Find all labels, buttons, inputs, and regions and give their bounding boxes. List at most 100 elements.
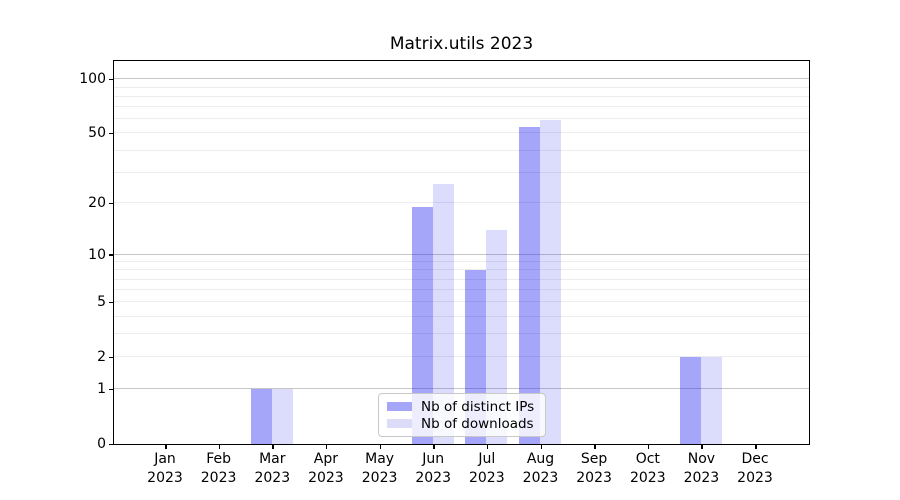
bar-downloads-aug — [540, 120, 561, 444]
legend-item-downloads: Nb of downloads — [387, 415, 537, 432]
x-label-year: 2023 — [361, 470, 398, 486]
y-tick-label-50: 50 — [88, 125, 106, 142]
x-tick-jun — [433, 445, 435, 449]
legend-label-distinct-ips: Nb of distinct IPs — [421, 398, 535, 415]
gridline-y-8 — [114, 269, 809, 271]
x-label-year: 2023 — [415, 470, 451, 486]
x-label-year: 2023 — [308, 470, 344, 486]
y-tick-1 — [109, 388, 113, 391]
gridline-y-4 — [114, 315, 809, 317]
gridline-y-100 — [114, 78, 809, 80]
x-label-month: Apr — [313, 451, 338, 467]
x-label-year: 2023 — [576, 470, 612, 486]
y-tick-label-10: 10 — [88, 246, 106, 263]
y-tick-100 — [109, 78, 113, 81]
x-tick-dec — [755, 445, 757, 449]
y-tick-0 — [109, 443, 113, 445]
x-tick-oct — [647, 445, 650, 449]
gridline-y-70 — [114, 106, 809, 108]
y-tick-2 — [109, 356, 113, 359]
x-tick-label-may: May 2023 — [348, 450, 412, 488]
x-tick-aug — [540, 445, 542, 449]
x-label-year: 2023 — [522, 470, 559, 486]
x-label-month: Dec — [741, 451, 769, 467]
gridline-y-5 — [114, 301, 809, 303]
x-tick-apr — [325, 445, 328, 449]
bar-distinct-ips-aug — [519, 127, 540, 444]
bar-distinct-ips-mar — [250, 389, 272, 444]
gridline-y-10 — [114, 253, 809, 255]
x-tick-may — [379, 445, 382, 449]
x-tick-label-feb: Feb 2023 — [187, 450, 251, 488]
bar-distinct-ips-jun — [411, 207, 433, 444]
x-label-month: May — [365, 451, 395, 467]
gridline-y-3 — [114, 333, 809, 335]
bar-downloads-jun — [432, 183, 454, 444]
gridline-y-90 — [114, 86, 809, 88]
plot-area — [113, 60, 810, 445]
x-label-year: 2023 — [629, 470, 666, 486]
x-label-month: Jan — [154, 451, 176, 467]
x-tick-label-aug: Aug 2023 — [509, 450, 573, 488]
x-label-month: Jun — [422, 451, 445, 467]
bar-downloads-mar — [271, 389, 293, 444]
x-tick-feb — [218, 445, 221, 449]
x-tick-label-dec: Dec 2023 — [723, 450, 787, 488]
gridline-y-1 — [114, 388, 809, 390]
legend-label-downloads: Nb of downloads — [421, 415, 534, 432]
y-tick-label-5: 5 — [97, 294, 106, 311]
y-tick-label-0: 0 — [97, 436, 106, 452]
x-tick-jan — [165, 445, 167, 449]
x-tick-label-mar: Mar 2023 — [240, 450, 304, 488]
x-label-month: Nov — [687, 451, 716, 467]
x-label-year: 2023 — [737, 470, 773, 486]
x-label-month: Mar — [259, 451, 286, 467]
x-tick-jul — [486, 445, 489, 449]
y-tick-50 — [109, 132, 113, 135]
x-tick-label-jun: Jun 2023 — [401, 450, 465, 488]
x-label-month: Feb — [206, 451, 231, 467]
x-label-year: 2023 — [200, 470, 237, 486]
bar-distinct-ips-nov — [679, 357, 701, 444]
x-label-month: Aug — [526, 451, 555, 467]
x-tick-label-jan: Jan 2023 — [133, 450, 197, 488]
x-label-year: 2023 — [468, 470, 505, 486]
y-tick-5 — [109, 301, 113, 304]
gridline-y-6 — [114, 289, 809, 291]
x-tick-label-sep: Sep 2023 — [562, 450, 626, 488]
y-tick-label-20: 20 — [88, 195, 106, 212]
bar-downloads-jul — [486, 230, 508, 444]
y-tick-10 — [109, 254, 113, 256]
y-tick-label-1: 1 — [97, 381, 106, 398]
x-tick-label-jul: Jul 2023 — [455, 450, 519, 488]
y-tick-label-2: 2 — [97, 349, 106, 366]
x-tick-nov — [701, 445, 703, 449]
x-label-month: Oct — [635, 451, 660, 467]
y-tick-label-100: 100 — [79, 71, 106, 88]
x-tick-mar — [272, 445, 274, 449]
x-label-month: Sep — [580, 451, 608, 467]
x-tick-label-apr: Apr 2023 — [294, 450, 358, 488]
x-label-month: Jul — [478, 451, 496, 467]
gridline-y-20 — [114, 202, 809, 204]
legend: Nb of distinct IPs Nb of downloads — [378, 393, 546, 437]
chart-title: Matrix.utils 2023 — [389, 34, 534, 54]
x-tick-label-oct: Oct 2023 — [616, 450, 680, 488]
gridline-y-9 — [114, 261, 809, 262]
legend-swatch-downloads — [387, 419, 412, 428]
x-tick-sep — [594, 445, 596, 449]
legend-swatch-distinct-ips — [387, 402, 412, 411]
gridline-y-40 — [114, 149, 809, 151]
gridline-y-80 — [114, 95, 809, 97]
x-label-year: 2023 — [683, 470, 720, 486]
gridline-y-2 — [114, 356, 809, 358]
x-label-year: 2023 — [147, 470, 183, 486]
y-tick-20 — [109, 202, 113, 205]
legend-item-distinct-ips: Nb of distinct IPs — [387, 398, 537, 415]
gridline-y-7 — [114, 278, 809, 280]
x-label-year: 2023 — [254, 470, 291, 486]
gridline-y-60 — [114, 118, 809, 120]
x-tick-label-nov: Nov 2023 — [669, 450, 733, 488]
bar-downloads-nov — [700, 357, 722, 444]
